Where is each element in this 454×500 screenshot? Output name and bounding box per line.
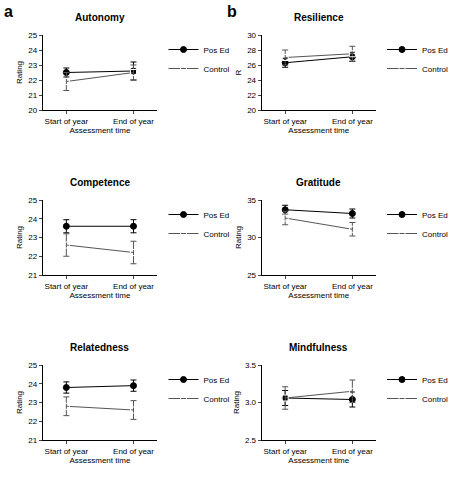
svg-text:20: 20 <box>247 106 256 115</box>
svg-text:Pos Ed: Pos Ed <box>422 376 448 385</box>
svg-text:Assessment time: Assessment time <box>288 126 349 135</box>
svg-text:End of year: End of year <box>332 282 373 291</box>
svg-text:23: 23 <box>28 61 37 70</box>
svg-text:Assessment time: Assessment time <box>288 456 349 465</box>
svg-text:a: a <box>4 3 13 20</box>
svg-text:23: 23 <box>28 398 37 407</box>
svg-text:Relatedness: Relatedness <box>70 342 129 353</box>
svg-text:22: 22 <box>28 252 37 261</box>
svg-text:Mindfulness: Mindfulness <box>289 342 348 353</box>
svg-text:24: 24 <box>28 215 37 224</box>
svg-text:Assessment time: Assessment time <box>69 456 130 465</box>
svg-text:Control: Control <box>422 65 448 74</box>
svg-text:b: b <box>227 3 237 20</box>
svg-text:End of year: End of year <box>113 117 154 126</box>
svg-text:Control: Control <box>203 395 229 404</box>
svg-text:Start of year: Start of year <box>263 117 307 126</box>
svg-text:3.0: 3.0 <box>245 398 257 407</box>
svg-text:24: 24 <box>28 380 37 389</box>
svg-text:3.5: 3.5 <box>245 361 257 370</box>
svg-text:Pos Ed: Pos Ed <box>203 46 229 55</box>
svg-text:21: 21 <box>28 436 37 445</box>
svg-text:Start of year: Start of year <box>45 117 89 126</box>
svg-text:Control: Control <box>203 230 229 239</box>
svg-text:End of year: End of year <box>332 117 373 126</box>
svg-text:R: R <box>234 69 243 75</box>
svg-text:Pos Ed: Pos Ed <box>422 46 448 55</box>
svg-text:Control: Control <box>422 230 448 239</box>
svg-text:Resilience: Resilience <box>294 12 344 23</box>
svg-text:25: 25 <box>28 196 37 205</box>
svg-text:22: 22 <box>247 91 256 100</box>
svg-text:End of year: End of year <box>113 447 154 456</box>
svg-text:Pos Ed: Pos Ed <box>422 211 448 220</box>
svg-text:End of year: End of year <box>113 282 154 291</box>
svg-text:Control: Control <box>422 395 448 404</box>
svg-text:25: 25 <box>28 31 37 40</box>
svg-text:20: 20 <box>28 106 37 115</box>
svg-text:Assessment time: Assessment time <box>69 291 130 300</box>
svg-text:Autonomy: Autonomy <box>75 12 125 23</box>
svg-text:Gratitude: Gratitude <box>296 177 341 188</box>
svg-text:23: 23 <box>28 233 37 242</box>
svg-text:Assessment time: Assessment time <box>288 291 349 300</box>
svg-text:24: 24 <box>28 46 37 55</box>
svg-text:35: 35 <box>247 196 256 205</box>
svg-text:Pos Ed: Pos Ed <box>203 211 229 220</box>
svg-text:Rating: Rating <box>232 391 241 414</box>
svg-text:Start of year: Start of year <box>263 447 307 456</box>
svg-text:Start of year: Start of year <box>45 282 89 291</box>
svg-text:Control: Control <box>203 65 229 74</box>
svg-text:Rating: Rating <box>15 226 24 249</box>
svg-text:Start of year: Start of year <box>263 282 307 291</box>
svg-text:2.5: 2.5 <box>245 436 257 445</box>
svg-text:End of year: End of year <box>332 447 373 456</box>
svg-text:30: 30 <box>247 31 256 40</box>
svg-text:21: 21 <box>28 91 37 100</box>
svg-text:24: 24 <box>247 76 256 85</box>
svg-text:22: 22 <box>28 76 37 85</box>
svg-text:22: 22 <box>28 417 37 426</box>
svg-text:Rating: Rating <box>15 61 24 84</box>
svg-text:25: 25 <box>28 361 37 370</box>
svg-text:21: 21 <box>28 271 37 280</box>
svg-text:30: 30 <box>247 233 256 242</box>
svg-text:Rating: Rating <box>234 226 243 249</box>
svg-text:Assessment time: Assessment time <box>69 126 130 135</box>
svg-text:Start of year: Start of year <box>45 447 89 456</box>
svg-text:Rating: Rating <box>15 391 24 414</box>
svg-text:25: 25 <box>247 271 256 280</box>
svg-text:28: 28 <box>247 46 256 55</box>
svg-text:Pos Ed: Pos Ed <box>203 376 229 385</box>
svg-text:Competence: Competence <box>70 177 130 188</box>
svg-text:26: 26 <box>247 61 256 70</box>
